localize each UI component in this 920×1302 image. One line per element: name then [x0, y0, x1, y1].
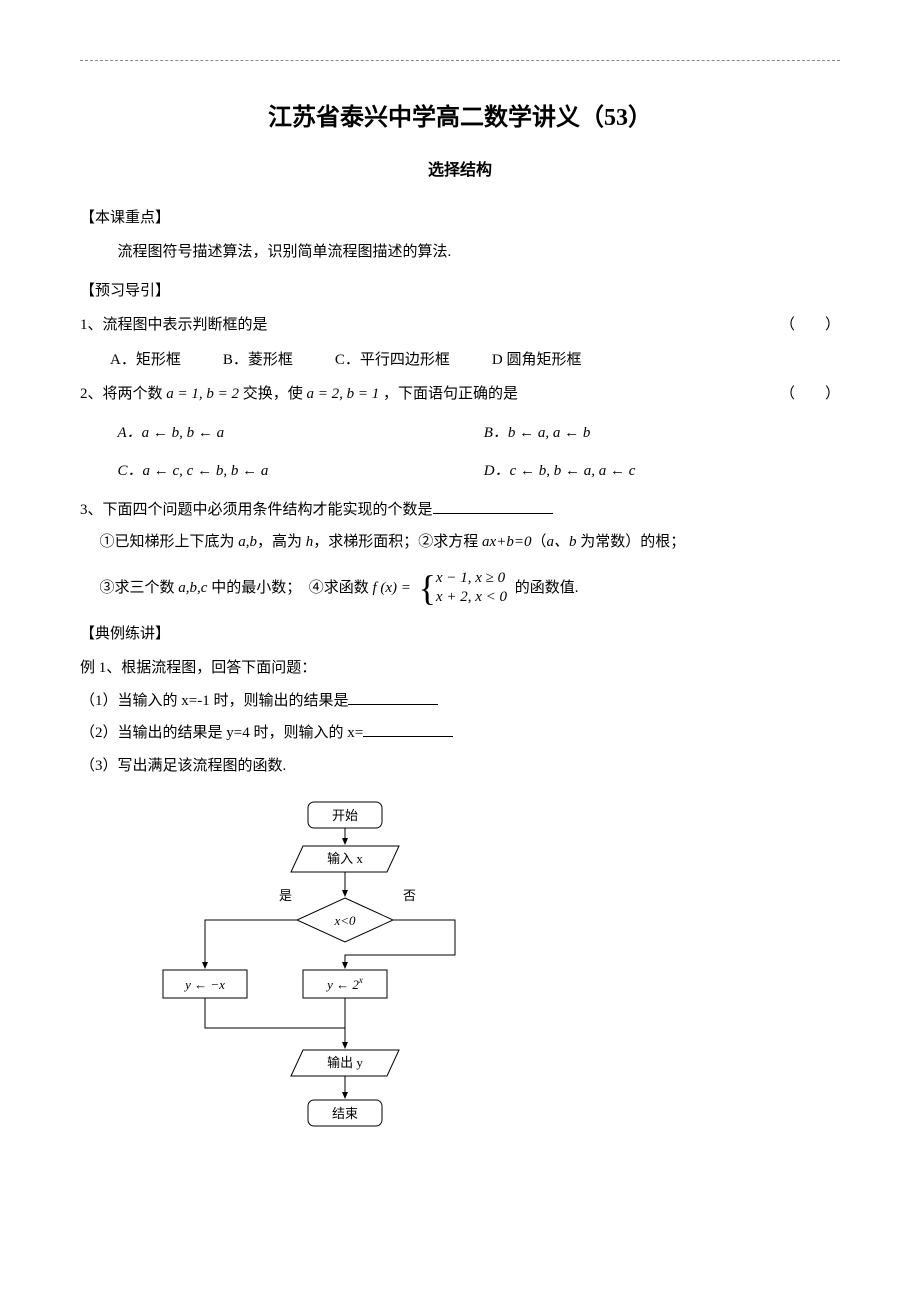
q2-choice-b: B．b ← a, a ← b — [484, 419, 840, 448]
q2-choices: A．a ← b, b ← a B．b ← a, a ← b C．a ← c, c… — [80, 419, 840, 486]
q1-choice-d: D 圆角矩形框 — [492, 346, 582, 375]
q1-stem: 1、流程图中表示判断框的是 — [80, 317, 268, 333]
q2-choice-d: D．c ← b, b ← a, a ← c — [484, 457, 840, 486]
q2-stem-mid1: 交换，使 — [239, 386, 307, 402]
flow-yes-label: 是 — [279, 888, 292, 903]
q3-l1-eq: ax+b=0 — [482, 534, 531, 550]
piecewise-function: { x − 1, x ≥ 0 x + 2, x < 0 — [419, 569, 507, 608]
ex1-p2-row: （2）当输出的结果是 y=4 时，则输入的 x= — [80, 719, 840, 748]
q1-choice-a: A．矩形框 — [110, 346, 181, 375]
q3-line1: ①已知梯形上下底为 a,b，高为 h，求梯形面积；②求方程 ax+b=0（a、b… — [80, 528, 840, 557]
flow-left-proc-label: y ← −x — [183, 977, 225, 992]
ex1-p2-blank — [363, 721, 453, 738]
q2-choice-c: C．a ← c, c ← b, b ← a — [118, 457, 474, 486]
flow-cond-label: x<0 — [333, 913, 356, 928]
q3-l1-pre: ①已知梯形上下底为 — [100, 534, 239, 550]
flow-arrow-left — [205, 920, 297, 968]
ex1-p2: （2）当输出的结果是 y=4 时，则输入的 x= — [80, 725, 363, 741]
top-separator — [80, 60, 840, 61]
left-brace-icon: { — [419, 570, 436, 606]
q3-l1-ab: a、b — [546, 534, 576, 550]
q2-expr2: a = 2, b = 1 — [307, 386, 380, 402]
q3-l1-post: 为常数）的根； — [576, 534, 685, 550]
section-preview-heading: 【预习导引】 — [80, 277, 840, 306]
flow-right-proc-label: y ← 2x — [325, 975, 363, 992]
flow-right-proc-base: y ← 2 — [325, 977, 359, 992]
flow-right-proc-exp: x — [358, 975, 363, 985]
q2-expr1: a = 1, b = 2 — [166, 386, 239, 402]
flow-end-label: 结束 — [332, 1106, 358, 1121]
q2-paren: （ ） — [780, 380, 840, 409]
flow-no-label: 否 — [403, 888, 416, 903]
flow-merge-left — [205, 998, 345, 1028]
q3-case1: x − 1, x ≥ 0 — [436, 569, 507, 589]
ex1-p3: （3）写出满足该流程图的函数. — [80, 752, 840, 781]
q2-stem-pre: 2、将两个数 — [80, 386, 166, 402]
q1-paren: （ ） — [780, 311, 840, 340]
q1-stem-row: 1、流程图中表示判断框的是 （ ） — [80, 311, 840, 340]
document-title: 江苏省泰兴中学高二数学讲义（53） — [80, 96, 840, 142]
q3-l1-mid1: ，高为 — [257, 534, 306, 550]
ex1-p1-blank — [348, 688, 438, 705]
section-keypoint-heading: 【本课重点】 — [80, 204, 840, 233]
q3-stem: 3、下面四个问题中必须用条件结构才能实现的个数是 — [80, 502, 433, 518]
ex1-head: 例 1、根据流程图，回答下面问题： — [80, 654, 840, 683]
q3-l2-vars: a,b,c — [178, 580, 207, 596]
q2-stem-post: ，下面语句正确的是 — [379, 386, 518, 402]
q3-stem-row: 3、下面四个问题中必须用条件结构才能实现的个数是 — [80, 496, 840, 525]
ex1-p1-row: （1）当输入的 x=-1 时，则输出的结果是 — [80, 687, 840, 716]
q2-stem-row: 2、将两个数 a = 1, b = 2 交换，使 a = 2, b = 1 ，下… — [80, 380, 840, 409]
flow-output-label: 输出 y — [327, 1055, 363, 1070]
q3-line2: ③求三个数 a,b,c 中的最小数； ④求函数 f (x) = { x − 1,… — [80, 569, 840, 608]
q3-blank — [433, 497, 553, 514]
q3-l1-mid2: ，求梯形面积；②求方程 — [313, 534, 482, 550]
q1-choice-c: C．平行四边形框 — [335, 346, 450, 375]
q3-l2-mid: 中的最小数； ④求函数 — [207, 580, 372, 596]
keypoint-text: 流程图符号描述算法，识别简单流程图描述的算法. — [80, 238, 840, 267]
flow-input-label: 输入 x — [327, 851, 363, 866]
q3-l2-fx: f (x) = — [372, 580, 410, 596]
document-subtitle: 选择结构 — [80, 156, 840, 186]
ex1-p1: （1）当输入的 x=-1 时，则输出的结果是 — [80, 693, 348, 709]
q2-choice-a: A．a ← b, b ← a — [118, 419, 474, 448]
q3-l1-mid3: （ — [531, 534, 546, 550]
q3-l2-pre: ③求三个数 — [100, 580, 179, 596]
q1-choices: A．矩形框 B．菱形框 C．平行四边形框 D 圆角矩形框 — [80, 346, 840, 375]
q3-case2: x + 2, x < 0 — [436, 588, 507, 608]
q3-l2-post: 的函数值. — [515, 580, 579, 596]
q1-choice-b: B．菱形框 — [223, 346, 293, 375]
q3-l1-vars: a,b — [238, 534, 257, 550]
flowchart-diagram: 开始 输入 x x<0 是 否 y ← −x y ← 2x 输出 y 结束 — [145, 800, 840, 1150]
flow-start-label: 开始 — [332, 808, 358, 823]
section-examples-heading: 【典例练讲】 — [80, 620, 840, 649]
